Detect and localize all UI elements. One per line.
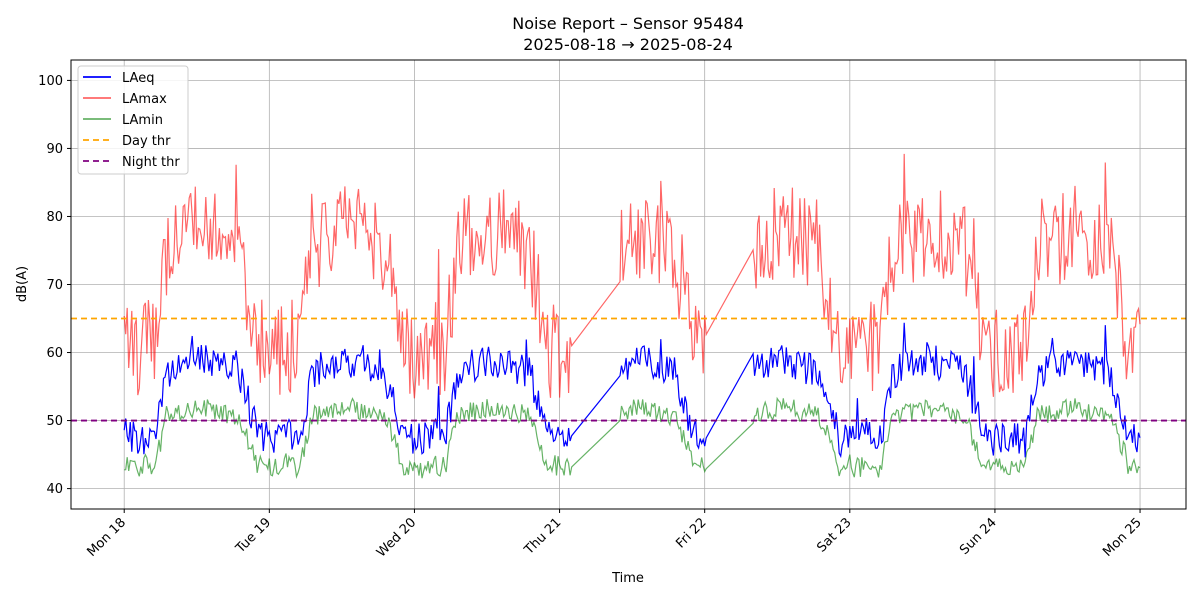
series-lamax-line <box>123 153 1141 399</box>
legend-entry: LAmin <box>122 113 163 128</box>
y-tick-label: 80 <box>46 210 63 225</box>
x-tick-label: Sun 24 <box>957 515 1000 558</box>
chart-subtitle: 2025-08-18 → 2025-08-24 <box>523 35 733 54</box>
axes: 40 50 60 70 80 90 100 Mon 18 Tue 19 Wed 20 Thu 21 F… <box>38 59 1187 560</box>
x-tick-label: Fri 22 <box>673 515 709 551</box>
plot-area <box>71 153 1186 479</box>
x-tick-label: Thu 21 <box>521 515 564 558</box>
x-tick-label: Tue 19 <box>233 515 275 557</box>
y-axis-label: dB(A) <box>15 266 30 302</box>
legend-entry: LAeq <box>122 71 154 86</box>
y-tick-label: 40 <box>46 482 63 497</box>
y-tick-label: 90 <box>46 142 63 157</box>
series-lamin-line <box>124 396 1141 479</box>
x-tick-label: Mon 18 <box>84 515 129 560</box>
chart-title: Noise Report – Sensor 95484 <box>512 14 744 33</box>
series-laeq-line <box>123 322 1141 459</box>
legend-entry: LAmax <box>122 92 167 107</box>
y-tick-label: 100 <box>38 74 63 89</box>
y-tick-label: 60 <box>46 346 63 361</box>
x-axis-label: Time <box>611 571 644 586</box>
legend: LAeq LAmax LAmin Day thr Night thr <box>77 65 189 175</box>
x-tick-label: Mon 25 <box>1100 515 1145 560</box>
legend-box <box>77 65 189 175</box>
y-tick-label: 50 <box>46 414 63 429</box>
legend-entry: Night thr <box>122 155 180 170</box>
y-tick-label: 70 <box>46 278 63 293</box>
x-tick-label: Sat 23 <box>814 515 854 555</box>
legend-entry: Day thr <box>122 134 171 149</box>
x-tick-label: Wed 20 <box>374 515 419 560</box>
